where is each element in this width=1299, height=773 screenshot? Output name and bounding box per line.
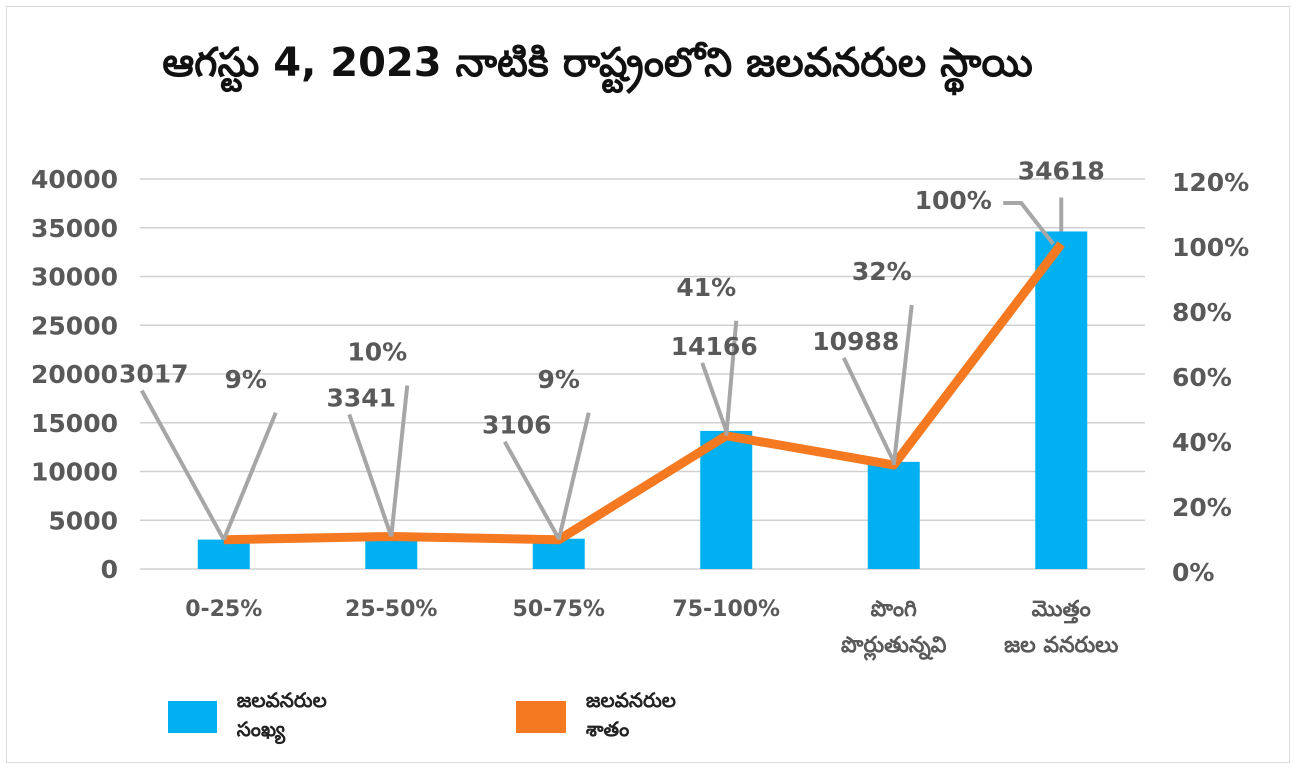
line-data-label: 10% <box>347 338 407 367</box>
y-right-tick-label: 40% <box>1172 428 1232 457</box>
x-tick-label: జల వనరులు <box>1004 633 1119 658</box>
x-tick-label: పొర్లుతున్నవి <box>841 633 947 661</box>
x-tick-label: పొంగి <box>871 597 917 622</box>
bar <box>365 536 418 569</box>
line-data-label: 9% <box>538 365 580 394</box>
line-data-label: 9% <box>225 365 267 394</box>
leader-line <box>724 320 739 436</box>
bar <box>197 539 250 569</box>
x-tick-label: 75-100% <box>672 597 780 622</box>
y-left-tick-label: 35000 <box>31 214 118 243</box>
leader-line <box>503 440 561 540</box>
y-left-tick-label: 25000 <box>31 311 118 340</box>
x-tick-label: మొత్తం <box>1032 597 1091 624</box>
leader-line <box>700 362 729 432</box>
y-left-tick-label: 5000 <box>48 506 118 535</box>
axis-ticks: 0 5000 10000 15000 20000 25000 30000 35000 40000… <box>31 165 1249 661</box>
bar-data-label: 34618 <box>1018 156 1105 185</box>
line-data-label: 32% <box>852 257 912 286</box>
data-labels: 3017 3341 3106 14166 10988 34618 9% 10% 9% 41% 32%… <box>119 156 1105 439</box>
leader-line <box>1003 201 1055 246</box>
y-left-tick-label: 20000 <box>31 360 118 389</box>
y-right-tick-label: 0% <box>1172 558 1214 587</box>
leader-line <box>389 385 410 537</box>
y-right-tick-label: 80% <box>1172 298 1232 327</box>
y-right-tick-label: 20% <box>1172 493 1232 522</box>
y-left-tick-label: 0 <box>101 555 118 584</box>
legend-swatch-count <box>168 701 217 733</box>
leader-line <box>347 413 394 538</box>
y-left-tick-label: 10000 <box>31 458 118 487</box>
bar <box>1035 231 1088 570</box>
legend-item-percent: జలవనరుల శాతం <box>516 688 692 746</box>
bar-series <box>197 231 1088 570</box>
bar <box>700 430 753 569</box>
x-tick-label: 25-50% <box>345 597 437 622</box>
chart-title: ఆగస్టు 4, 2023 నాటికి రాష్ట్రంలోని జలవనర… <box>162 40 1033 86</box>
leader-line <box>891 304 914 466</box>
leader-line <box>841 357 896 463</box>
bar-data-label: 3017 <box>119 360 189 389</box>
legend-item-count: జలవనరుల సంఖ్య <box>168 688 344 746</box>
chart-frame <box>6 6 1290 763</box>
bar-data-label: 3341 <box>326 383 396 412</box>
leader-line <box>221 411 278 541</box>
bar <box>867 461 920 569</box>
bar-data-label: 3106 <box>482 411 552 440</box>
bar-data-label: 14166 <box>671 332 758 361</box>
x-tick-label: 50-75% <box>513 597 605 622</box>
label-leader-lines <box>139 197 1064 541</box>
line-series <box>223 241 1065 545</box>
line-data-label: 100% <box>915 186 992 215</box>
legend-label-count: జలవనరుల సంఖ్య <box>236 688 327 741</box>
y-right-tick-label: 100% <box>1172 233 1249 262</box>
y-right-tick-label: 120% <box>1172 168 1249 197</box>
x-tick-label: 0-25% <box>185 597 262 622</box>
gridlines <box>140 178 1145 570</box>
y-left-tick-label: 40000 <box>31 165 118 194</box>
y-right-tick-label: 60% <box>1172 363 1232 392</box>
legend-label-percent: జలవనరుల శాతం <box>585 688 676 741</box>
line-series-path <box>223 241 1065 545</box>
legend-swatch-percent <box>516 701 566 733</box>
y-left-tick-label: 15000 <box>31 409 118 438</box>
bar-data-label: 10988 <box>812 327 899 356</box>
leader-line <box>556 412 591 541</box>
y-left-tick-label: 30000 <box>31 263 118 292</box>
line-data-label: 41% <box>676 273 736 302</box>
leader-line <box>139 389 226 541</box>
